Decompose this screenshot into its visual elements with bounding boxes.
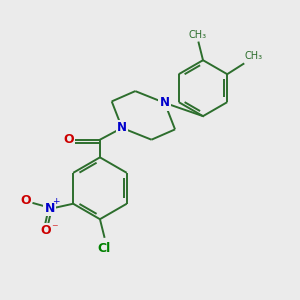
Text: N: N [117, 122, 127, 134]
Text: CH₃: CH₃ [188, 30, 206, 40]
Text: N: N [160, 96, 170, 110]
Text: O: O [40, 224, 50, 237]
Text: ⁻: ⁻ [51, 222, 57, 235]
Text: O: O [21, 194, 32, 207]
Text: N: N [44, 202, 55, 215]
Text: +: + [52, 197, 60, 206]
Text: O: O [63, 133, 74, 146]
Text: Cl: Cl [98, 242, 111, 255]
Text: CH₃: CH₃ [245, 51, 263, 61]
